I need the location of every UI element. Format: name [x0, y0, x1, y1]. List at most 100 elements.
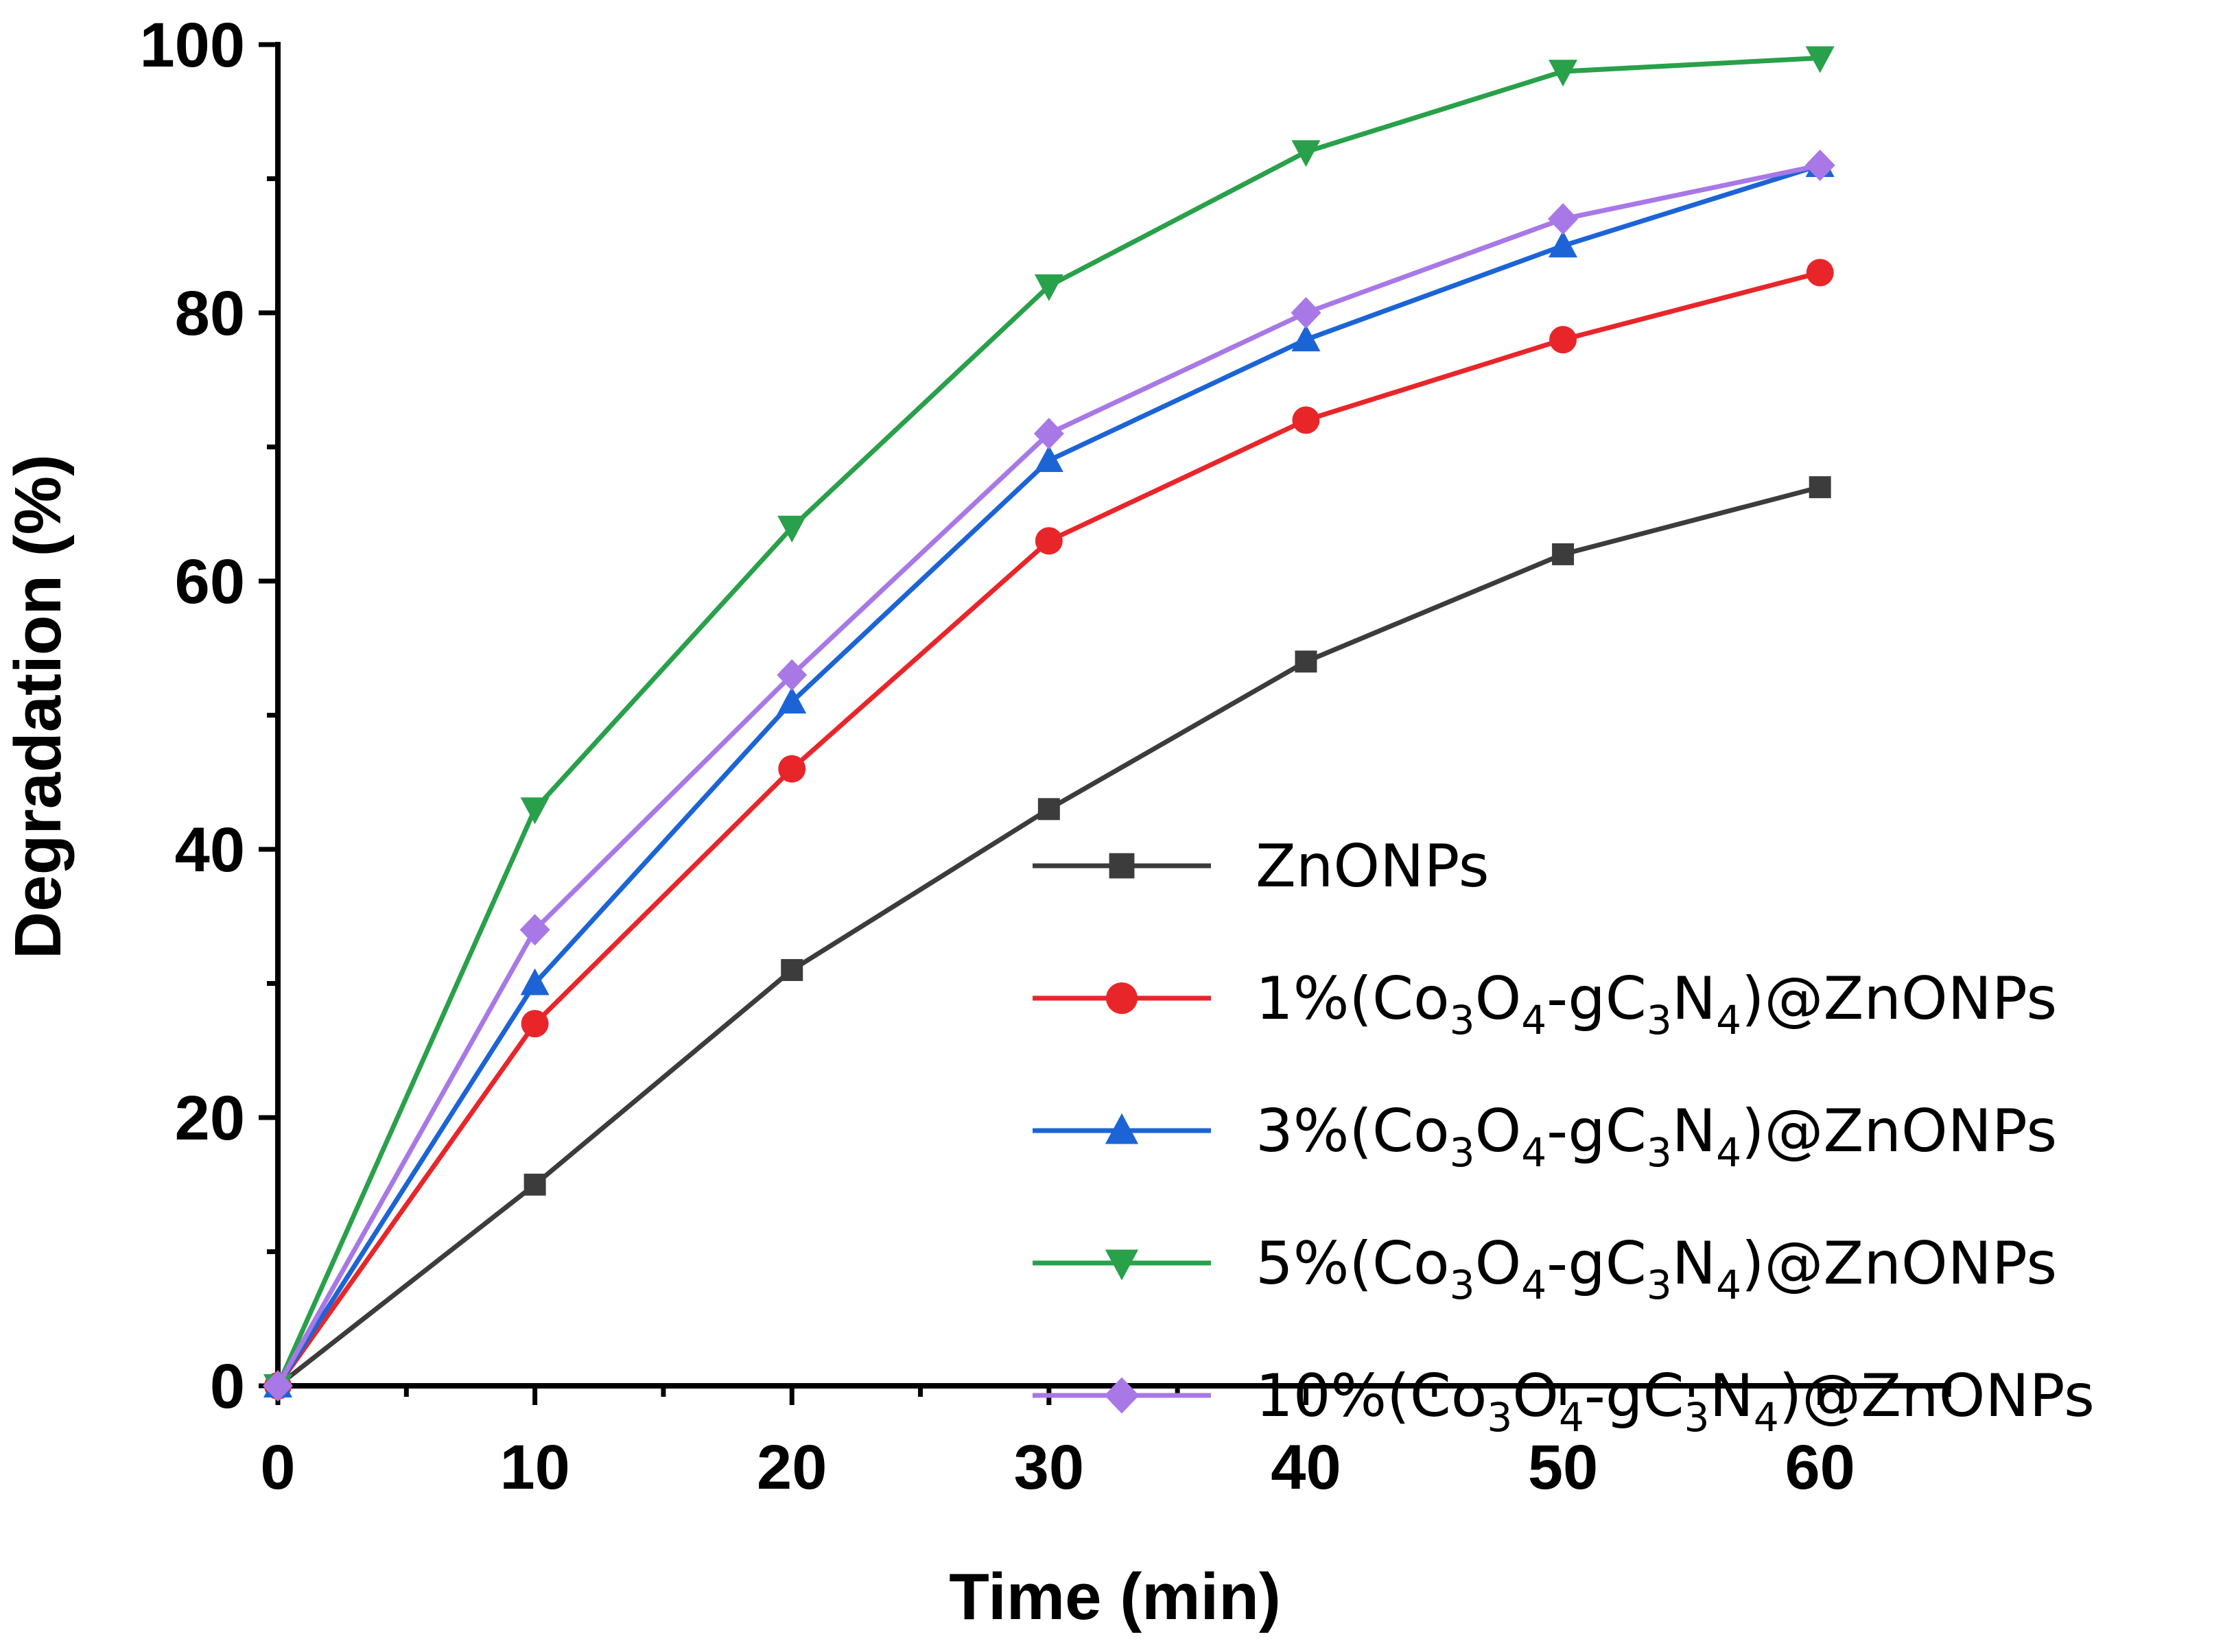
- legend: ZnONPs1%(Co3O4-gC3N4)@ZnONPs3%(Co3O4-gC3…: [1033, 832, 2095, 1441]
- data-point: [1549, 60, 1578, 87]
- series-4: [263, 149, 1835, 1402]
- data-point: [1033, 417, 1064, 449]
- legend-subscript: 4: [1521, 1262, 1546, 1308]
- legend-text-part: O: [1512, 1362, 1559, 1430]
- y-tick-label: 0: [210, 1352, 245, 1421]
- data-point: [777, 515, 807, 543]
- legend-text-part: )@ZnONPs: [1741, 1229, 2057, 1298]
- data-point: [1552, 543, 1575, 565]
- data-point: [520, 968, 550, 995]
- legend-text-part: O: [1475, 1097, 1522, 1166]
- legend-label: 5%(Co3O4-gC3N4)@ZnONPs: [1256, 1229, 2057, 1308]
- legend-subscript: 3: [1647, 1129, 1672, 1176]
- legend-text-part: N: [1709, 1362, 1753, 1430]
- y-tick-label: 100: [140, 10, 246, 80]
- legend-subscript: 3: [1450, 997, 1475, 1043]
- y-tick-label: 40: [175, 815, 245, 885]
- legend-label: ZnONPs: [1256, 832, 1490, 901]
- data-point: [777, 659, 808, 691]
- data-point: [1291, 140, 1321, 167]
- series-line: [275, 56, 1820, 1387]
- y-tick-label: 60: [175, 547, 245, 617]
- legend-subscript: 3: [1647, 997, 1672, 1043]
- x-axis-title: Time (min): [949, 1560, 1281, 1633]
- legend-subscript: 4: [1559, 1394, 1584, 1441]
- legend-subscript: 3: [1487, 1394, 1512, 1441]
- series-0: [267, 476, 1831, 1397]
- legend-text-part: ZnONPs: [1256, 832, 1490, 901]
- legend-subscript: 3: [1647, 1262, 1672, 1308]
- legend-text-part: O: [1475, 965, 1522, 1033]
- legend-text-part: -gC: [1584, 1362, 1684, 1430]
- data-point: [1805, 46, 1835, 73]
- legend-label: 10%(Co3O4-gC3N4)@ZnONPs: [1256, 1362, 2095, 1441]
- y-tick-label: 20: [175, 1083, 245, 1153]
- data-point: [519, 914, 550, 946]
- data-point: [1035, 527, 1063, 555]
- legend-text-part: 3%(Co: [1256, 1097, 1450, 1166]
- data-point: [1549, 326, 1577, 354]
- x-tick-label: 40: [1271, 1432, 1341, 1502]
- data-point: [1809, 476, 1831, 499]
- legend-text-part: )@ZnONPs: [1741, 1097, 2057, 1166]
- legend-text-part: -gC: [1546, 1229, 1647, 1298]
- legend-text-part: N: [1672, 1229, 1716, 1298]
- axes: 0 20 40 60 80 100 0 10 20 30 40 50 60: [140, 10, 1951, 1502]
- x-tick-label: 10: [499, 1432, 569, 1502]
- legend-marker: [1105, 1249, 1139, 1281]
- data-point: [1295, 650, 1317, 673]
- legend-text-part: N: [1672, 965, 1716, 1033]
- data-point: [521, 1010, 549, 1038]
- y-axis-title: Degradation (%): [1, 454, 75, 959]
- legend-subscript: 4: [1716, 997, 1741, 1043]
- x-tick-label: 60: [1785, 1432, 1855, 1502]
- legend-entry-3: 5%(Co3O4-gC3N4)@ZnONPs: [1033, 1229, 2057, 1308]
- x-tick-label: 30: [1014, 1432, 1084, 1502]
- data-point: [1549, 231, 1578, 258]
- legend-subscript: 3: [1450, 1129, 1475, 1176]
- legend-marker: [1109, 853, 1135, 879]
- legend-text-part: -gC: [1546, 1097, 1647, 1166]
- legend-text-part: O: [1475, 1229, 1522, 1298]
- legend-subscript: 4: [1754, 1394, 1779, 1441]
- x-tick-label: 0: [260, 1432, 295, 1502]
- data-point: [523, 1173, 546, 1196]
- data-point: [1034, 274, 1063, 301]
- legend-text-part: 1%(Co: [1256, 965, 1450, 1033]
- legend-text-part: )@ZnONPs: [1779, 1362, 2095, 1430]
- data-point: [777, 686, 807, 713]
- legend-subscript: 3: [1684, 1394, 1710, 1441]
- legend-marker: [1104, 1377, 1140, 1414]
- x-tick-label: 20: [757, 1432, 827, 1502]
- data-point: [1291, 324, 1321, 352]
- data-point: [520, 797, 550, 825]
- series-3: [263, 46, 1835, 1401]
- legend-text-part: )@ZnONPs: [1741, 965, 2057, 1033]
- legend-label: 3%(Co3O4-gC3N4)@ZnONPs: [1256, 1097, 2057, 1176]
- legend-entry-4: 10%(Co3O4-gC3N4)@ZnONPs: [1033, 1362, 2095, 1441]
- plot-area: [263, 46, 1835, 1402]
- data-point: [778, 755, 806, 783]
- y-tick-label: 80: [175, 279, 245, 349]
- legend-text-part: 5%(Co: [1256, 1229, 1450, 1298]
- data-point: [263, 1370, 293, 1402]
- data-point: [1804, 149, 1835, 181]
- data-point: [1292, 406, 1320, 434]
- data-point: [1548, 203, 1579, 235]
- data-point: [1034, 445, 1063, 473]
- legend-marker: [1105, 1113, 1139, 1144]
- legend-marker: [1106, 982, 1138, 1014]
- legend-text-part: -gC: [1546, 965, 1647, 1033]
- legend-subscript: 4: [1521, 1129, 1546, 1176]
- legend-entry-1: 1%(Co3O4-gC3N4)@ZnONPs: [1033, 965, 2057, 1043]
- legend-subscript: 4: [1716, 1262, 1741, 1308]
- x-tick-label: 50: [1528, 1432, 1598, 1502]
- legend-entry-0: ZnONPs: [1033, 832, 1490, 901]
- series-1: [264, 259, 1834, 1400]
- data-point: [1806, 259, 1834, 287]
- legend-subscript: 4: [1521, 997, 1546, 1043]
- legend-subscript: 3: [1450, 1262, 1475, 1308]
- legend-text-part: 10%(Co: [1256, 1362, 1487, 1430]
- legend-subscript: 4: [1716, 1129, 1741, 1176]
